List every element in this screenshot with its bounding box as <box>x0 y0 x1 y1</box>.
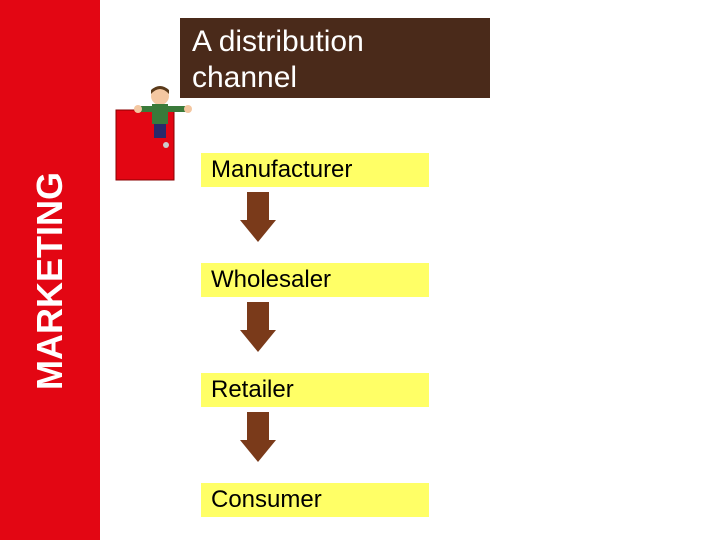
step-label: Retailer <box>211 376 294 404</box>
person-clipart-icon <box>110 80 200 190</box>
slide-title: A distribution channel <box>180 18 490 98</box>
sidebar-label: MARKETING <box>29 172 71 390</box>
step-retailer: Retailer <box>200 372 430 408</box>
step-label: Manufacturer <box>211 156 352 184</box>
title-line-2: channel <box>192 60 478 96</box>
step-manufacturer: Manufacturer <box>200 152 430 188</box>
step-consumer: Consumer <box>200 482 430 518</box>
title-line-1: A distribution <box>192 24 478 60</box>
step-label: Consumer <box>211 486 322 514</box>
step-wholesaler: Wholesaler <box>200 262 430 298</box>
sidebar: MARKETING <box>0 0 100 540</box>
step-label: Wholesaler <box>211 266 331 294</box>
